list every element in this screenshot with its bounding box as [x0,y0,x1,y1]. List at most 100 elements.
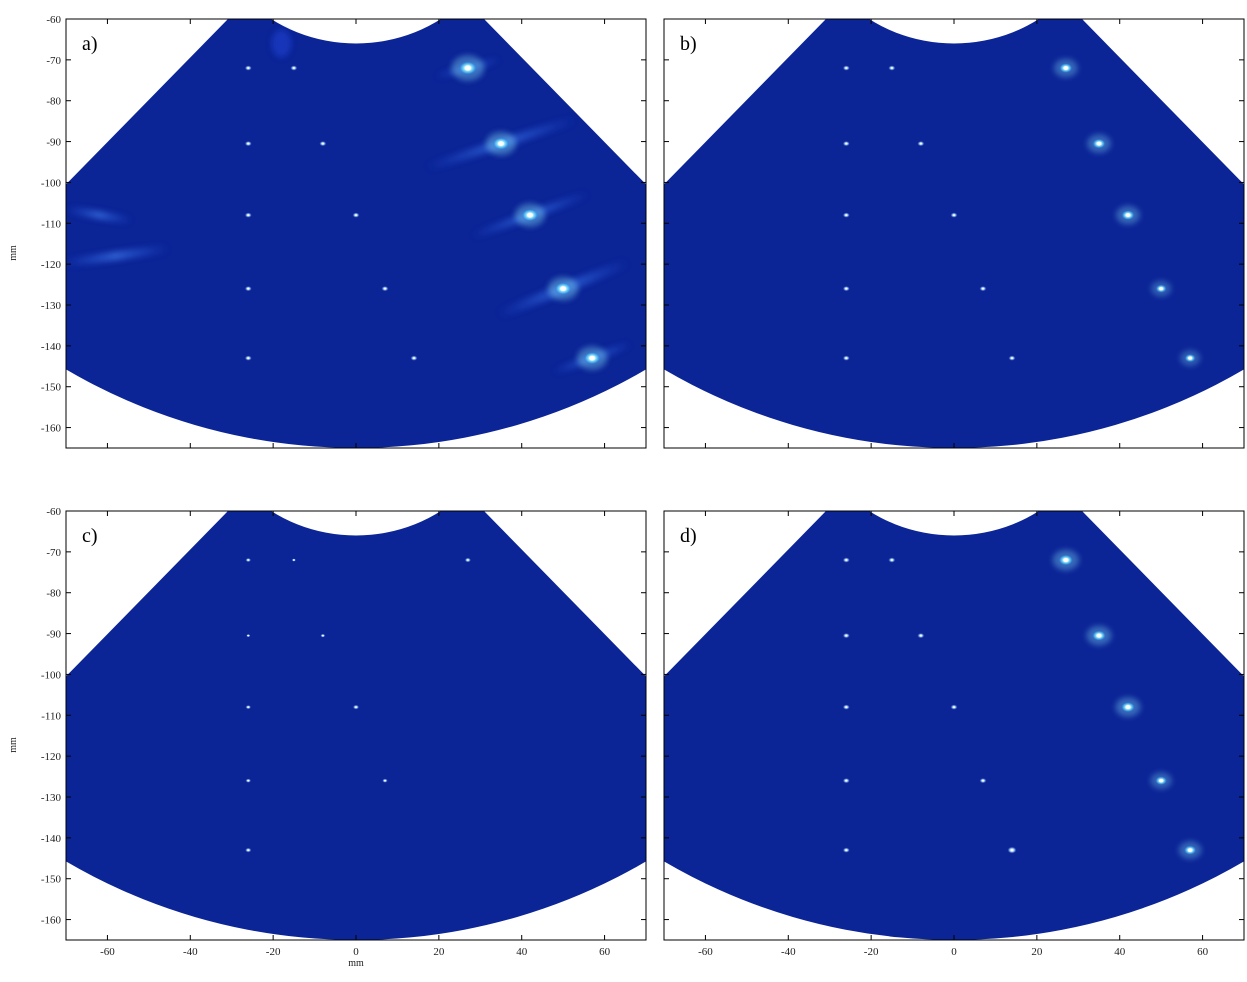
point-target [1150,772,1172,789]
point-target [1008,355,1016,361]
panel-1: -60 -70 -80 -90 -100 -110 -120 -130 -140 -150 -160… [8,14,647,449]
y-tick-label: -110 [41,218,61,230]
y-tick-label: -130 [41,300,62,312]
point-target [548,276,579,301]
point-target [245,847,252,853]
point-target [319,140,327,147]
point-target [979,286,987,292]
y-tick-label: -150 [41,874,62,886]
x-tick-label: -40 [781,946,796,958]
y-tick-label: -150 [41,382,62,394]
panel-label: a) [82,33,98,55]
x-tick-label: 40 [516,946,528,958]
y-tick-label: -140 [41,341,62,353]
point-target [1086,625,1112,646]
y-tick-label: -100 [41,177,62,189]
point-target [1116,205,1140,225]
point-target [950,704,958,710]
point-target [514,203,546,227]
tick-marks [664,510,1244,940]
y-tick-label: -160 [41,423,62,435]
x-tick-label: 40 [1114,946,1126,958]
panel-2: b) [663,18,1245,449]
y-axis-label: mm [8,245,19,261]
y-tick-label: -130 [41,792,62,804]
y-tick-label: -70 [46,547,61,559]
x-tick-label: -40 [183,946,198,958]
panel-3: -60 -70 -80 -90 -100 -110 -120 -130 -140 -150 -160… [8,506,647,969]
x-tick-label: 60 [599,946,611,958]
sector-image [66,511,646,940]
y-tick-label: -120 [41,751,62,763]
point-target [950,212,958,218]
point-target [352,212,360,218]
point-target [485,131,517,156]
y-tick-label: -90 [46,137,61,149]
x-tick-label: -20 [266,946,281,958]
point-target [1053,58,1078,78]
point-target [244,140,252,147]
point-target [320,633,326,638]
sector-image [664,511,1244,940]
x-tick-label: 0 [353,946,359,958]
point-target [291,558,296,562]
x-tick-label: 0 [951,946,957,958]
y-tick-label: -90 [46,629,61,641]
y-tick-label: -140 [41,833,62,845]
point-target [244,212,252,218]
x-tick-label: 60 [1197,946,1209,958]
point-target [1151,280,1172,297]
tick-marks [66,510,646,940]
point-target [1087,134,1111,153]
x-axis-label: mm [348,958,364,969]
panel-label: b) [680,33,697,55]
point-target [888,65,896,71]
point-target [244,65,252,71]
x-tick-label: 20 [433,946,445,958]
point-target [1115,697,1141,717]
y-axis-label: mm [8,737,19,753]
tick-marks [66,18,646,448]
point-target [917,632,925,639]
sector-image [66,19,646,448]
x-tick-label: -60 [698,946,713,958]
point-target [842,704,850,710]
y-tick-label: -80 [46,96,61,108]
point-target [464,557,472,563]
point-target [381,286,389,292]
tick-marks [664,18,1244,448]
point-target [246,634,251,638]
y-tick-label: -60 [46,506,61,518]
point-target [1178,841,1202,859]
y-tick-label: -70 [46,55,61,67]
point-target [352,704,360,710]
point-target [842,778,850,784]
point-target [842,632,850,639]
point-target [842,286,850,292]
panel-label: c) [82,525,98,547]
point-target [245,705,252,710]
y-tick-label: -60 [46,14,61,26]
point-target [917,140,925,147]
point-target [1052,549,1080,571]
x-tick-label: -20 [864,946,879,958]
point-target [451,55,485,81]
point-target [244,355,252,361]
panel-4: -60 -40 -20 0 20 40 60 d) [663,510,1245,958]
sector-image [664,19,1244,448]
point-target [410,355,418,361]
point-target [577,346,608,370]
point-target [245,557,252,563]
point-target [979,778,987,784]
y-tick-label: -80 [46,588,61,600]
point-target [382,778,388,783]
point-target [244,286,252,292]
y-tick-label: -120 [41,259,62,271]
y-tick-label: -160 [41,915,62,927]
point-target [842,847,850,853]
point-target [842,140,850,147]
x-tick-label: 20 [1031,946,1043,958]
point-target [245,778,252,783]
y-tick-label: -110 [41,710,61,722]
